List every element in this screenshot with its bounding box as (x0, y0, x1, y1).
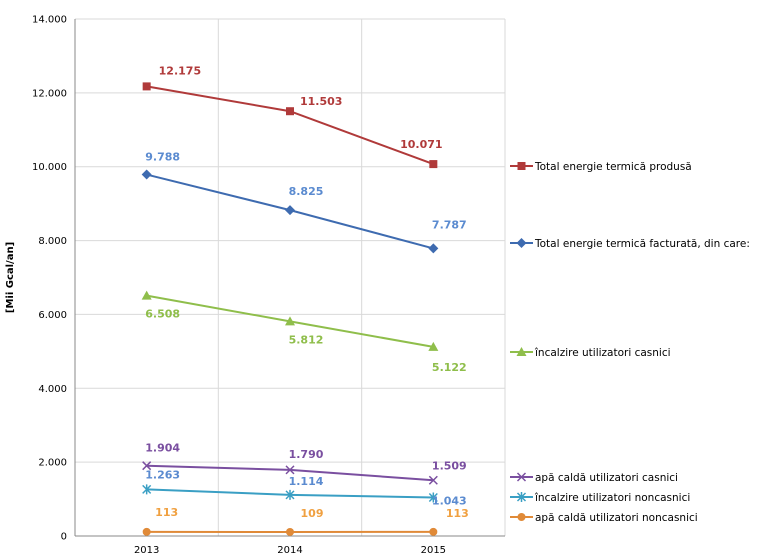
data-point-marker (141, 290, 152, 300)
data-label: 9.788 (145, 151, 180, 164)
data-label: 1.263 (145, 468, 180, 481)
data-point-marker (142, 484, 152, 495)
data-label: 11.503 (300, 95, 342, 108)
y-tick-label: 6.000 (38, 310, 67, 321)
y-tick-label: 8.000 (38, 236, 67, 247)
data-point-marker (285, 489, 295, 500)
data-point-marker (142, 461, 152, 471)
data-point-marker (141, 169, 152, 180)
data-point-marker (142, 82, 151, 91)
data-label: 1.904 (145, 442, 180, 455)
data-label: 10.071 (400, 138, 442, 151)
data-label: 113 (446, 507, 469, 520)
y-tick-label: 10.000 (32, 162, 67, 173)
series-line (146, 85, 434, 166)
legend-marker (517, 513, 526, 521)
data-label: 1.114 (289, 475, 324, 488)
x-tick-label: 2013 (134, 545, 159, 556)
data-point-marker (285, 465, 295, 475)
legend-entry: apă caldă utilizatori noncasnici (535, 512, 698, 524)
data-label: 1.043 (432, 494, 467, 507)
legend-marker (516, 472, 527, 482)
legend-marker (516, 238, 527, 248)
data-point-marker (428, 475, 438, 485)
data-label: 109 (301, 507, 324, 520)
y-axis-label: [Mii Gcal/an] (5, 242, 16, 313)
data-point-marker (428, 492, 438, 503)
legend-entry: încalzire utilizatori noncasnici (534, 492, 690, 504)
data-point-marker (142, 527, 151, 536)
data-point-marker (428, 243, 439, 254)
y-tick-label: 0 (61, 532, 67, 543)
data-point-marker (429, 527, 438, 536)
legend-marker (516, 492, 527, 502)
data-point-marker (428, 341, 439, 351)
data-point-marker (286, 107, 294, 116)
legend-entry: Total energie termică facturată, din car… (534, 238, 750, 250)
y-tick-label: 12.000 (32, 88, 67, 99)
data-label: 8.825 (289, 185, 324, 198)
data-label: 113 (155, 506, 178, 519)
data-point-marker (429, 160, 438, 169)
data-point-marker (286, 527, 294, 536)
data-label: 6.508 (145, 308, 180, 321)
data-label: 12.175 (159, 64, 201, 77)
legend-entry: încalzire utilizatori casnici (534, 347, 671, 359)
data-label: 1.509 (432, 459, 467, 472)
y-tick-label: 4.000 (38, 384, 67, 395)
y-tick-label: 14.000 (32, 15, 67, 26)
data-label: 1.790 (289, 448, 324, 461)
data-point-marker (285, 316, 295, 326)
legend-marker (516, 347, 527, 356)
legend-marker (517, 162, 526, 170)
data-label: 5.812 (289, 333, 324, 346)
legend-entry: apă caldă utilizatori casnici (535, 472, 678, 484)
data-label: 5.122 (432, 361, 467, 374)
x-tick-label: 2015 (421, 545, 446, 556)
data-point-marker (285, 205, 295, 216)
x-tick-label: 2014 (277, 545, 302, 556)
y-tick-label: 2.000 (38, 458, 67, 469)
legend-entry: Total energie termică produsă (534, 161, 692, 173)
data-label: 7.787 (432, 218, 467, 231)
